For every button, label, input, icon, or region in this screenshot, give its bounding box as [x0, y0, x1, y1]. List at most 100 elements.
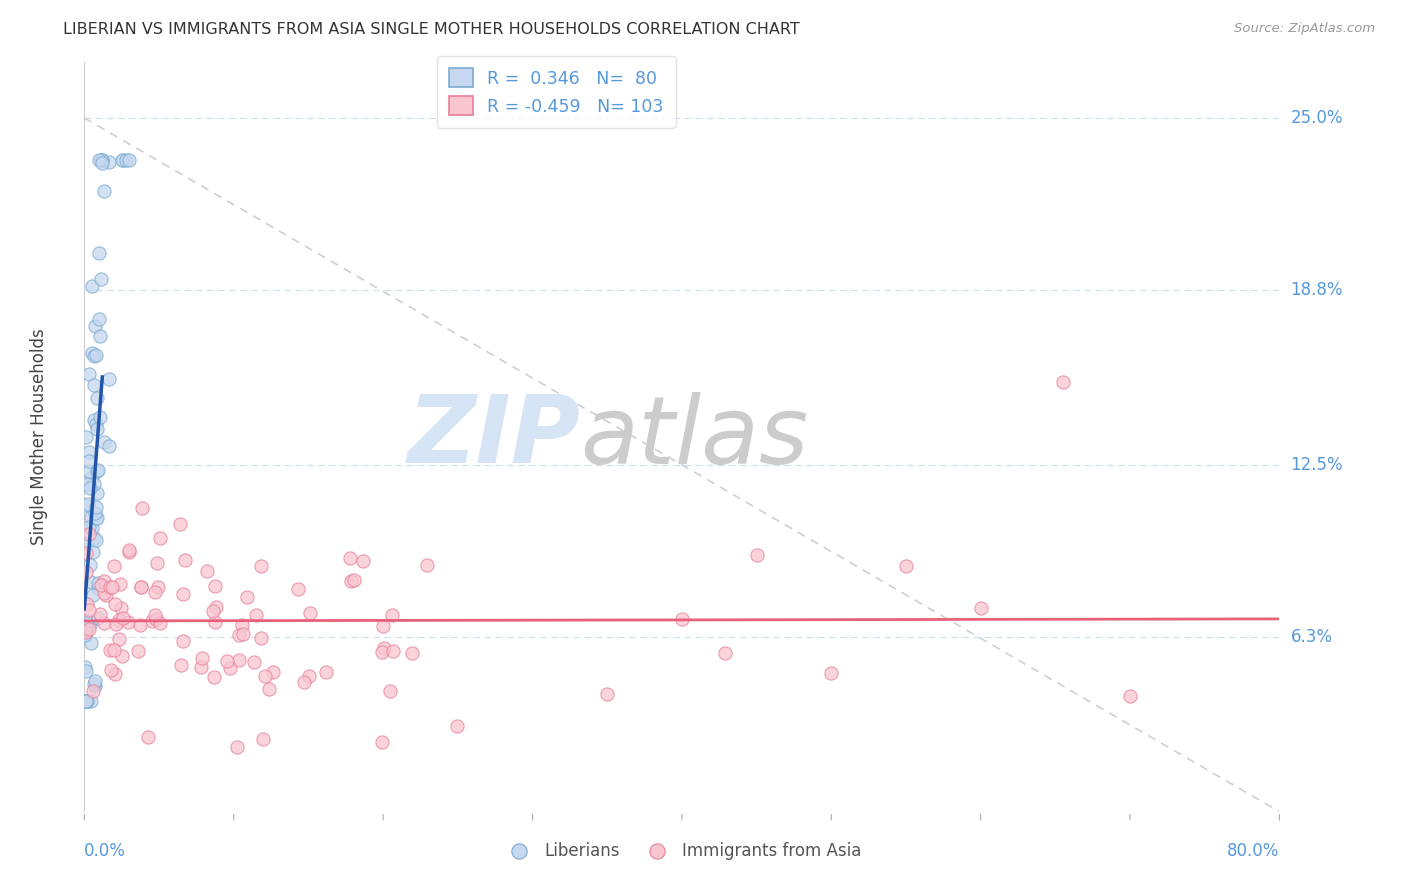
Point	[257, 682, 280, 697]
Point	[82, 588, 104, 602]
Point	[83, 378, 105, 392]
Point	[96, 588, 118, 602]
Point	[86, 464, 108, 478]
Point	[82, 521, 104, 535]
Point	[820, 665, 842, 680]
Point	[82, 469, 104, 483]
Point	[87, 576, 110, 591]
Point	[219, 661, 242, 675]
Point	[90, 272, 112, 286]
Point	[73, 617, 96, 632]
Point	[215, 654, 238, 668]
Point	[110, 601, 132, 615]
Point	[86, 417, 108, 431]
Point	[80, 636, 103, 650]
Point	[75, 566, 97, 580]
Point	[172, 587, 194, 601]
Point	[77, 454, 100, 468]
Point	[83, 679, 105, 693]
Point	[90, 153, 112, 167]
Point	[108, 577, 131, 591]
Point	[75, 625, 97, 640]
Point	[98, 155, 121, 169]
Point	[1119, 690, 1142, 704]
Point	[596, 687, 619, 701]
Point	[149, 531, 172, 545]
Point	[84, 510, 107, 524]
Point	[77, 622, 100, 636]
Text: 0.0%: 0.0%	[84, 842, 127, 860]
Point	[371, 734, 394, 748]
Point	[298, 606, 321, 620]
Text: Single Mother Households: Single Mother Households	[30, 329, 48, 545]
Text: 6.3%: 6.3%	[1291, 628, 1333, 646]
Point	[84, 673, 107, 688]
Point	[103, 558, 125, 573]
Point	[172, 634, 194, 648]
Point	[82, 684, 104, 698]
Point	[79, 464, 101, 478]
Point	[118, 545, 141, 559]
Point	[75, 623, 97, 637]
Point	[202, 603, 225, 617]
Point	[87, 611, 110, 625]
Point	[93, 615, 115, 630]
Point	[77, 519, 100, 533]
Point	[83, 532, 105, 546]
Point	[83, 413, 105, 427]
Point	[75, 660, 97, 674]
Point	[107, 613, 129, 627]
Point	[86, 391, 108, 405]
Point	[745, 548, 768, 562]
Point	[373, 640, 395, 655]
Point	[75, 430, 97, 444]
Point	[98, 643, 121, 657]
Point	[89, 409, 111, 424]
Point	[195, 564, 218, 578]
Point	[416, 558, 439, 572]
Point	[371, 618, 394, 632]
Point	[228, 628, 250, 642]
Point	[226, 739, 249, 754]
Legend: Liberians, Immigrants from Asia: Liberians, Immigrants from Asia	[496, 836, 868, 867]
Point	[75, 618, 97, 632]
Point	[79, 616, 101, 631]
Point	[381, 607, 404, 622]
Point	[249, 559, 271, 574]
Point	[145, 612, 167, 626]
Point	[75, 694, 97, 708]
Point	[77, 603, 100, 617]
Point	[91, 153, 114, 167]
Point	[79, 481, 101, 495]
Point	[86, 500, 108, 514]
Point	[77, 367, 100, 381]
Point	[79, 614, 101, 628]
Text: 80.0%: 80.0%	[1227, 842, 1279, 860]
Point	[75, 664, 97, 678]
Point	[129, 580, 152, 594]
Point	[127, 644, 149, 658]
Point	[128, 617, 150, 632]
Text: atlas: atlas	[581, 392, 808, 483]
Point	[970, 601, 993, 615]
Point	[1052, 375, 1074, 389]
Point	[231, 617, 253, 632]
Point	[104, 667, 127, 681]
Point	[98, 372, 121, 386]
Point	[75, 546, 97, 560]
Point	[149, 615, 172, 630]
Point	[89, 311, 111, 326]
Point	[80, 279, 103, 293]
Point	[111, 648, 134, 663]
Text: LIBERIAN VS IMMIGRANTS FROM ASIA SINGLE MOTHER HOUSEHOLDS CORRELATION CHART: LIBERIAN VS IMMIGRANTS FROM ASIA SINGLE …	[63, 22, 800, 37]
Point	[205, 599, 228, 614]
Point	[97, 439, 120, 453]
Point	[107, 632, 129, 646]
Point	[100, 580, 122, 594]
Point	[298, 669, 321, 683]
Point	[87, 581, 110, 595]
Point	[101, 580, 124, 594]
Point	[143, 608, 166, 623]
Point	[287, 582, 309, 597]
Point	[254, 669, 277, 683]
